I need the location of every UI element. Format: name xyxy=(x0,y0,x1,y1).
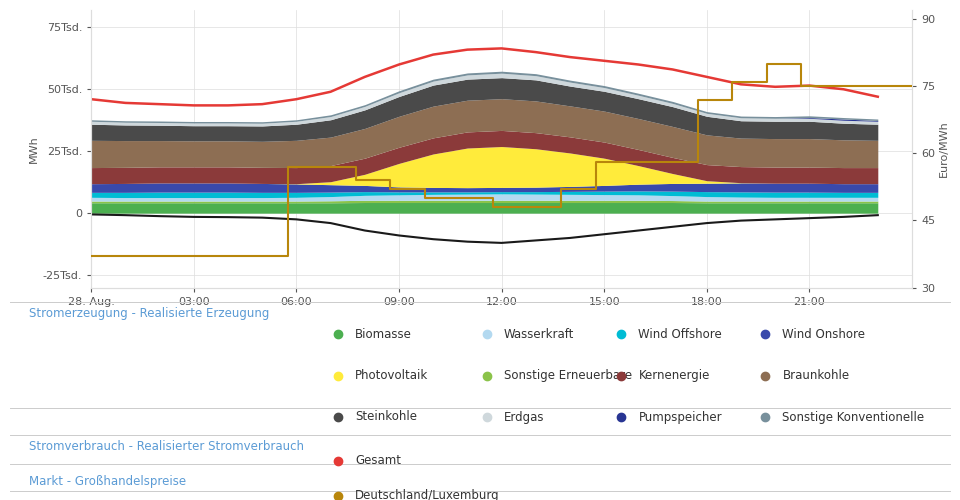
Text: Steinkohle: Steinkohle xyxy=(355,410,418,424)
Text: Stromerzeugung - Realisierte Erzeugung: Stromerzeugung - Realisierte Erzeugung xyxy=(29,307,269,320)
Text: Kernenergie: Kernenergie xyxy=(638,369,709,382)
Text: Erdgas: Erdgas xyxy=(504,410,544,424)
Text: Deutschland/Luxemburg: Deutschland/Luxemburg xyxy=(355,490,500,500)
Text: Markt - Großhandelspreise: Markt - Großhandelspreise xyxy=(29,475,186,488)
Text: Pumpspeicher: Pumpspeicher xyxy=(638,410,722,424)
Text: Photovoltaik: Photovoltaik xyxy=(355,369,428,382)
Text: Sonstige Konventionelle: Sonstige Konventionelle xyxy=(782,410,924,424)
Text: Biomasse: Biomasse xyxy=(355,328,412,340)
Text: Wind Onshore: Wind Onshore xyxy=(782,328,865,340)
Text: Gesamt: Gesamt xyxy=(355,454,401,467)
Y-axis label: Euro/MWh: Euro/MWh xyxy=(939,120,949,177)
Text: Wasserkraft: Wasserkraft xyxy=(504,328,574,340)
Text: Wind Offshore: Wind Offshore xyxy=(638,328,722,340)
Text: Sonstige Erneuerbare: Sonstige Erneuerbare xyxy=(504,369,632,382)
Y-axis label: MWh: MWh xyxy=(29,135,38,162)
Text: Stromverbrauch - Realisierter Stromverbrauch: Stromverbrauch - Realisierter Stromverbr… xyxy=(29,440,303,453)
Text: Braunkohle: Braunkohle xyxy=(782,369,850,382)
